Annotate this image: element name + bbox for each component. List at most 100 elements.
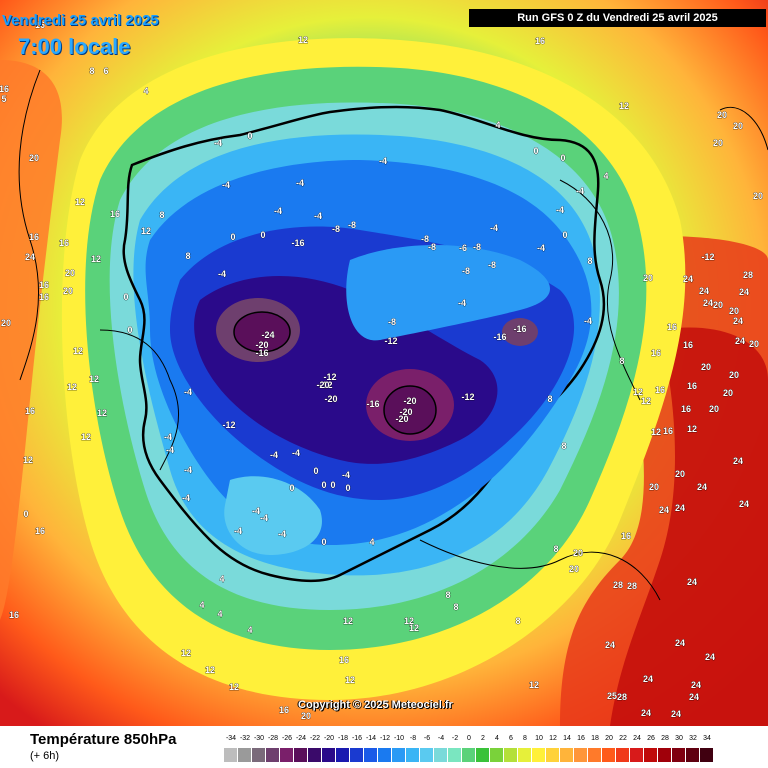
color-scale-cell (224, 748, 238, 762)
run-info-banner: Run GFS 0 Z du Vendredi 25 avril 2025 (469, 9, 766, 27)
temperature-value-label: -4 (184, 387, 192, 397)
continent-outline-2 (719, 106, 768, 151)
color-scale-label: -26 (281, 735, 293, 742)
temperature-value-label: 16 (279, 705, 289, 715)
temperature-value-label: -8 (428, 242, 436, 252)
color-scale-label: 6 (509, 735, 513, 742)
temperature-value-label: 20 (709, 404, 719, 414)
temperature-value-label: 24 (675, 503, 685, 513)
temperature-value-label: 0 (345, 483, 350, 493)
color-scale-cell (434, 748, 448, 762)
temperature-value-label: 12 (651, 427, 661, 437)
continent-outline-4 (419, 539, 661, 601)
cold-core-east (502, 318, 538, 346)
color-scale-label: 30 (675, 735, 683, 742)
temperature-value-label: 12 (97, 408, 107, 418)
temperature-value-label: 4 (219, 574, 224, 584)
temperature-value-label: -12 (701, 252, 714, 262)
color-scale-cell (322, 748, 336, 762)
temperature-value-label: 8 (453, 602, 458, 612)
color-scale-label: -4 (437, 735, 445, 742)
temperature-value-label: 8 (547, 394, 552, 404)
color-scale-cell (504, 748, 518, 762)
temperature-value-label: -4 (274, 206, 282, 216)
temperature-value-label: 4 (603, 171, 608, 181)
temperature-value-label: -12 (384, 336, 397, 346)
color-scale-cell (616, 748, 630, 762)
color-scale-label: 22 (619, 735, 627, 742)
color-scale-label: 18 (591, 735, 599, 742)
temperature-value-label: 8 (515, 616, 520, 626)
color-scale-cell (672, 748, 686, 762)
temperature-value-label: 24 (689, 692, 699, 702)
color-scale-label: -22 (309, 735, 321, 742)
temperature-value-label: -24 (261, 330, 274, 340)
temperature-value-label: 12 (91, 254, 101, 264)
temperature-value-label: -6 (459, 243, 467, 253)
color-scale-cell (490, 748, 504, 762)
temperature-value-label: 12 (75, 197, 85, 207)
color-scale-label: -18 (337, 735, 349, 742)
color-scale-cell (630, 748, 644, 762)
copyright-notice: Copyright © 2025 Meteociel.fr (298, 699, 453, 711)
color-scale-label: -32 (239, 735, 251, 742)
variable-title: Température 850hPa (30, 731, 177, 748)
temperature-value-label: -16 (493, 332, 506, 342)
temperature-value-label: 12 (67, 382, 77, 392)
temperature-value-label: 0 (560, 153, 565, 163)
temperature-value-label: 28 (627, 581, 637, 591)
temperature-value-label: 12 (641, 396, 651, 406)
color-scale-label: 34 (703, 735, 711, 742)
color-scale-cell (294, 748, 308, 762)
temperature-value-label: -4 (490, 223, 498, 233)
color-scale-cell (252, 748, 266, 762)
temperature-value-label: 5 (1, 94, 6, 104)
temperature-value-label: 20 (65, 268, 75, 278)
color-scale-cell (336, 748, 350, 762)
color-scale-label: 16 (577, 735, 585, 742)
continent-outline-3 (99, 329, 179, 471)
color-scale-label: 10 (535, 735, 543, 742)
temperature-value-label: -16 (291, 238, 304, 248)
color-scale-cell (532, 748, 546, 762)
temperature-value-label: 20 (573, 548, 583, 558)
temperature-value-label: 24 (733, 456, 743, 466)
temperature-value-label: 12 (181, 648, 191, 658)
temperature-value-label: -8 (348, 220, 356, 230)
color-scale-cell (378, 748, 392, 762)
temperature-value-label: 12 (409, 623, 419, 633)
color-scale-label: -14 (365, 735, 377, 742)
temperature-value-label: -4 (182, 493, 190, 503)
temperature-value-label: 24 (683, 274, 693, 284)
temperature-value-label: -4 (556, 205, 564, 215)
temperature-value-label: 16 (35, 20, 45, 30)
color-scale-label: 12 (549, 735, 557, 742)
temperature-value-label: 24 (671, 709, 681, 719)
temperature-value-label: 8 (553, 544, 558, 554)
continent-outline-5 (559, 179, 641, 401)
temperature-value-label: 20 (701, 362, 711, 372)
color-scale-label: -24 (295, 735, 307, 742)
temperature-value-label: 8 (445, 590, 450, 600)
temperature-value-label: 28 (617, 692, 627, 702)
temperature-value-label: -20 (324, 394, 337, 404)
temperature-value-label: 20 (29, 153, 39, 163)
temperature-value-label: 12 (23, 455, 33, 465)
temperature-value-label: 4 (143, 86, 148, 96)
temperature-value-label: 20 (649, 482, 659, 492)
temperature-value-label: -8 (473, 242, 481, 252)
temperature-value-label: 16 (621, 531, 631, 541)
temperature-value-label: 24 (641, 708, 651, 718)
color-scale-cell (700, 748, 714, 762)
hot-region-east (610, 327, 768, 726)
zero-contour (122, 105, 606, 583)
temperature-value-label: 0 (533, 146, 538, 156)
temperature-value-label: 20 (753, 191, 763, 201)
temperature-value-label: 16 (687, 381, 697, 391)
temperature-value-label: 28 (743, 270, 753, 280)
color-scale-label: -30 (253, 735, 265, 742)
color-scale-bar (224, 748, 714, 762)
temperature-value-label: 8 (587, 256, 592, 266)
color-scale-label: -12 (379, 735, 391, 742)
temperature-value-label: 24 (739, 287, 749, 297)
